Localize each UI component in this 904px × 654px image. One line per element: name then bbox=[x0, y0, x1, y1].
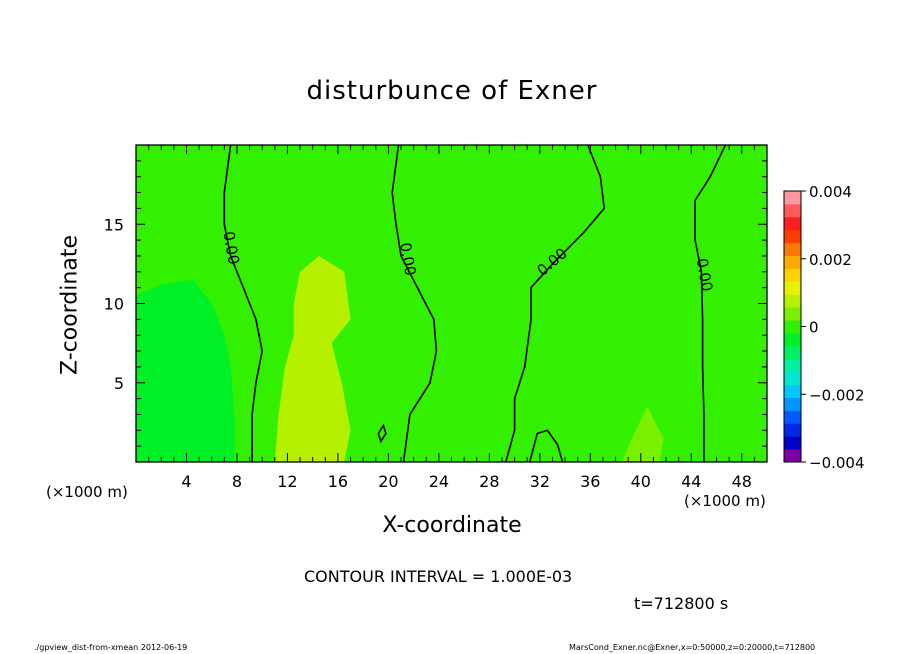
colorbar-swatch bbox=[784, 229, 801, 244]
colorbar-swatch bbox=[784, 410, 801, 424]
contour-layer: 0.00 0.00 0.00 0.00 bbox=[219, 144, 727, 463]
x-tick-label: 16 bbox=[328, 472, 348, 491]
contour-label: 0.00 bbox=[219, 230, 243, 266]
x-tick-label: 24 bbox=[429, 472, 449, 491]
x-tick-label: 20 bbox=[378, 472, 398, 491]
x-tick-label: 4 bbox=[181, 472, 191, 491]
colorbar-swatch bbox=[784, 216, 801, 231]
footer-right: MarsCond_Exner.nc@Exner,x=0:50000,z=0:20… bbox=[569, 643, 816, 652]
colorbar-swatch bbox=[784, 191, 801, 205]
colorbar-swatch bbox=[784, 371, 801, 386]
colorbar-swatch bbox=[784, 320, 801, 334]
contour-label: 0.00 bbox=[693, 257, 717, 293]
colorbar-swatch bbox=[784, 294, 801, 308]
zero-contour-line bbox=[391, 144, 438, 463]
colorbar-swatch bbox=[784, 384, 801, 398]
colorbar-tick-label: 0.004 bbox=[809, 183, 852, 201]
x-tick-label: 48 bbox=[732, 472, 752, 491]
colorbar-swatch bbox=[784, 423, 801, 437]
colorbar-swatch bbox=[784, 307, 801, 321]
colorbar-swatch bbox=[784, 397, 801, 411]
time-label: t=712800 s bbox=[634, 594, 729, 613]
colorbar-swatch bbox=[784, 449, 801, 463]
x-tick-label: 28 bbox=[479, 472, 499, 491]
colorbar-swatch bbox=[784, 436, 801, 450]
x-tick-label: 36 bbox=[580, 472, 600, 491]
x-unit-label-left: (×1000 m) bbox=[46, 483, 128, 501]
colorbar-swatch bbox=[784, 358, 801, 373]
x-axis-label: X-coordinate bbox=[382, 513, 522, 538]
x-tick-label: 44 bbox=[681, 472, 701, 491]
x-tick-label: 8 bbox=[232, 472, 242, 491]
field-region-3 bbox=[621, 406, 664, 462]
x-tick-label: 32 bbox=[530, 472, 550, 491]
zero-contour-line bbox=[694, 144, 727, 462]
field-region-1 bbox=[136, 279, 235, 462]
y-tick-label: 10 bbox=[104, 295, 124, 314]
chart-title: disturbunce of Exner bbox=[306, 76, 598, 106]
colorbar-swatch bbox=[784, 268, 801, 282]
colorbar-swatch bbox=[784, 345, 801, 360]
x-tick-label: 12 bbox=[277, 472, 297, 491]
colorbar: 0.004 0.002 0 −0.002 −0.004 bbox=[783, 183, 865, 472]
colorbar-swatch bbox=[784, 203, 801, 218]
colorbar-tick-label: 0 bbox=[809, 319, 819, 337]
colorbar-tick-label: 0.002 bbox=[809, 251, 852, 269]
y-tick-label: 15 bbox=[104, 215, 124, 234]
colorbar-tick-label: −0.002 bbox=[809, 386, 865, 404]
zero-contour-line bbox=[223, 144, 264, 462]
x-tick-label: 40 bbox=[631, 472, 651, 491]
zero-contour-line bbox=[377, 423, 387, 444]
y-axis-label: Z-coordinate bbox=[57, 235, 83, 375]
y-tick-label: 5 bbox=[114, 374, 124, 393]
zero-contour-line bbox=[505, 144, 606, 463]
colorbar-swatch bbox=[784, 332, 801, 347]
colorbar-swatch bbox=[784, 281, 801, 295]
footer-left: ./gpview_dist-from-xmean 2012-06-19 bbox=[34, 643, 188, 652]
contour-label: 0.00 bbox=[396, 241, 420, 277]
field-region-0 bbox=[136, 145, 767, 462]
field-region-2 bbox=[274, 255, 351, 462]
colorbar-swatch bbox=[784, 255, 801, 269]
colorbar-swatch bbox=[784, 242, 801, 257]
zero-contour-line bbox=[528, 429, 564, 463]
x-unit-label-right: (×1000 m) bbox=[684, 492, 766, 510]
field-layer bbox=[136, 145, 767, 462]
colorbar-tick-label: −0.004 bbox=[809, 454, 865, 472]
contour-interval-label: CONTOUR INTERVAL = 1.000E-03 bbox=[304, 567, 573, 586]
